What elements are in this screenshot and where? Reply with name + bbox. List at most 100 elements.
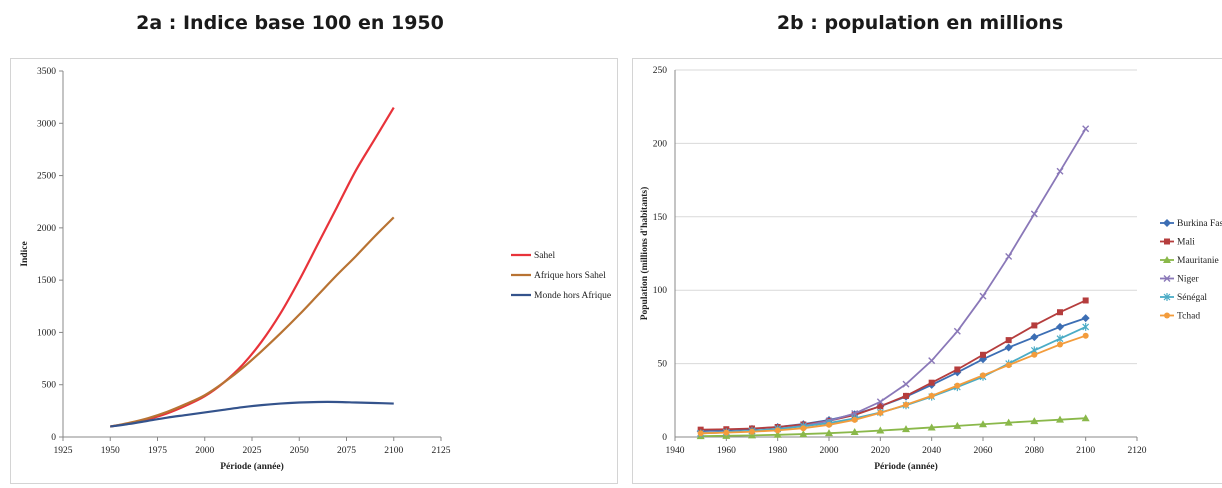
legend-label-burkina-faso: Burkina Fas [1177, 219, 1222, 229]
data-point-mauritanie [979, 420, 987, 428]
chart-a-heading: 2a : Indice base 100 en 1950 [136, 12, 444, 34]
x-tick-label: 2040 [922, 446, 941, 456]
data-point-tchad [774, 427, 781, 434]
data-point-tchad [877, 409, 884, 416]
series-line-tchad [700, 334, 1086, 435]
legend-label-mauritanie: Mauritanie [1177, 256, 1219, 266]
data-point-burkina-faso [1056, 322, 1064, 331]
data-point-niger [1082, 125, 1090, 133]
x-tick-label: 2075 [337, 446, 356, 456]
x-tick-label: 1975 [148, 446, 167, 456]
data-point-senegal [1056, 334, 1064, 343]
legend-label-sahel: Sahel [534, 251, 555, 261]
y-tick-label: 2000 [37, 224, 56, 234]
x-tick-label: 2100 [1076, 446, 1095, 456]
chart-b-panel: 0 50 100 150 200 250 1940 1960 1980 2000 2020 2040 2… [632, 58, 1222, 484]
data-point-mali [877, 403, 884, 410]
y-tick-label: 3500 [37, 67, 56, 77]
data-point-mali [980, 351, 986, 358]
series-tchad [697, 332, 1089, 437]
data-point-mauritanie [850, 428, 859, 436]
chart-a-svg: 0 500 1000 1500 2000 2500 3000 3500 1925 1950 1975… [20, 67, 611, 472]
x-tick-label: 2050 [290, 446, 309, 456]
chart-a-panel: 0 500 1000 1500 2000 2500 3000 3500 1925 1950 1975… [10, 58, 618, 484]
data-point-tchad [980, 372, 986, 379]
data-point-mauritanie [1081, 414, 1090, 422]
y-tick-label: 1500 [37, 276, 56, 286]
y-tick-label: 250 [653, 66, 668, 76]
chart-b-svg: 0 50 100 150 200 250 1940 1960 1980 2000 2020 2040 2… [639, 66, 1222, 472]
x-tick-label: 1980 [768, 446, 787, 456]
data-point-niger [1056, 167, 1064, 175]
series-line-mali [700, 299, 1087, 431]
data-point-niger [1030, 210, 1038, 218]
data-point-tchad [1057, 341, 1063, 348]
data-point-niger [928, 357, 936, 365]
data-point-mauritanie [953, 421, 962, 429]
x-tick-label: 2060 [974, 446, 993, 456]
y-axis-title: Indice [20, 241, 30, 266]
data-point-mauritanie [748, 431, 756, 439]
legend-label-afrique-hors-sahel: Afrique hors Sahel [534, 270, 606, 281]
legend-marker-burkina-faso [1163, 219, 1171, 227]
data-point-tchad [723, 429, 730, 436]
data-point-tchad [851, 416, 858, 423]
data-point-tchad [954, 382, 961, 389]
data-point-mauritanie [773, 430, 782, 438]
data-point-mauritanie [825, 429, 833, 437]
series-burkina-faso [696, 314, 1090, 436]
data-point-tchad [1031, 351, 1038, 358]
x-tick-label: 2080 [1025, 446, 1044, 456]
data-point-tchad [800, 425, 807, 432]
series-line-afrique-hors-sahel [110, 216, 395, 428]
x-tick-label: 1950 [101, 446, 120, 456]
x-tick-label: 2125 [432, 446, 451, 456]
y-tick-label: 0 [662, 433, 667, 443]
series-mauritanie [696, 414, 1090, 440]
x-tick-label: 2100 [384, 446, 403, 456]
data-point-mauritanie [902, 425, 910, 433]
legend-marker-tchad [1164, 312, 1170, 319]
legend-label-senegal: Sénégal [1177, 293, 1207, 303]
data-point-niger [902, 380, 910, 388]
legend-label-niger: Niger [1177, 275, 1199, 285]
series-niger [697, 125, 1090, 437]
y-tick-label: 50 [658, 360, 668, 370]
data-point-burkina-faso [1030, 333, 1039, 342]
data-point-mauritanie [927, 423, 936, 431]
x-tick-label: 2020 [871, 446, 890, 456]
data-point-mali [928, 379, 935, 386]
x-tick-label: 2120 [1128, 446, 1147, 456]
data-point-mauritanie [1030, 417, 1039, 425]
data-point-mali [954, 366, 961, 373]
data-point-tchad [697, 430, 704, 437]
data-point-mauritanie [1056, 415, 1064, 423]
x-tick-label: 2000 [195, 446, 214, 456]
legend-label-monde-hors-afrique: Monde hors Afrique [534, 290, 611, 301]
data-point-senegal [1082, 322, 1090, 331]
series-line-sahel [110, 107, 395, 428]
y-tick-label: 150 [653, 213, 668, 223]
data-point-mali [1005, 337, 1012, 344]
x-tick-label: 2000 [820, 446, 839, 456]
data-point-tchad [826, 421, 832, 428]
series-line-senegal [700, 326, 1087, 435]
chart-b-heading: 2b : population en millions [776, 12, 1064, 34]
legend-marker-mali [1164, 238, 1170, 245]
x-axis-title: Période (année) [874, 461, 938, 472]
data-point-burkina-faso [1004, 343, 1013, 352]
legend-marker-niger [1163, 275, 1171, 282]
legend-marker-senegal [1163, 293, 1171, 301]
series-line-niger [700, 128, 1087, 435]
data-point-tchad [1082, 332, 1089, 339]
legend-label-mali: Mali [1177, 238, 1195, 248]
legend-marker-mauritanie [1163, 256, 1171, 263]
data-point-mali [1057, 309, 1063, 316]
data-point-mauritanie [876, 426, 885, 434]
data-point-mali [1031, 322, 1038, 329]
data-point-niger [876, 398, 884, 406]
y-tick-label: 0 [51, 433, 56, 443]
data-point-tchad [749, 428, 755, 435]
x-tick-label: 1940 [666, 446, 685, 456]
series-line-burkina-faso [700, 317, 1086, 433]
